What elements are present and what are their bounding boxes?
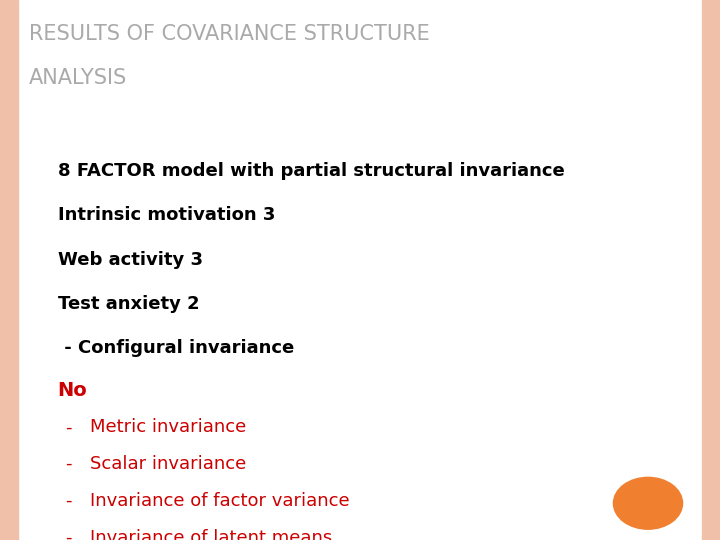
- Text: - Configural invariance: - Configural invariance: [58, 339, 294, 357]
- Text: -: -: [65, 455, 71, 473]
- Text: Scalar invariance: Scalar invariance: [90, 455, 246, 473]
- Text: No: No: [58, 381, 87, 400]
- Text: ANALYSIS: ANALYSIS: [29, 68, 127, 87]
- Text: RESULTS OF COVARIANCE STRUCTURE: RESULTS OF COVARIANCE STRUCTURE: [29, 24, 430, 44]
- Text: Invariance of factor variance: Invariance of factor variance: [90, 492, 350, 510]
- Text: Test anxiety 2: Test anxiety 2: [58, 295, 199, 313]
- Text: 8 FACTOR model with partial structural invariance: 8 FACTOR model with partial structural i…: [58, 162, 564, 180]
- Text: Metric invariance: Metric invariance: [90, 418, 246, 436]
- Text: Intrinsic motivation 3: Intrinsic motivation 3: [58, 206, 275, 224]
- Text: Web activity 3: Web activity 3: [58, 251, 202, 268]
- Text: -: -: [65, 492, 71, 510]
- Text: -: -: [65, 418, 71, 436]
- Text: Invariance of latent means: Invariance of latent means: [90, 529, 332, 540]
- Circle shape: [613, 477, 683, 529]
- Bar: [702, 0, 720, 540]
- Text: -: -: [65, 529, 71, 540]
- Bar: [0, 0, 18, 540]
